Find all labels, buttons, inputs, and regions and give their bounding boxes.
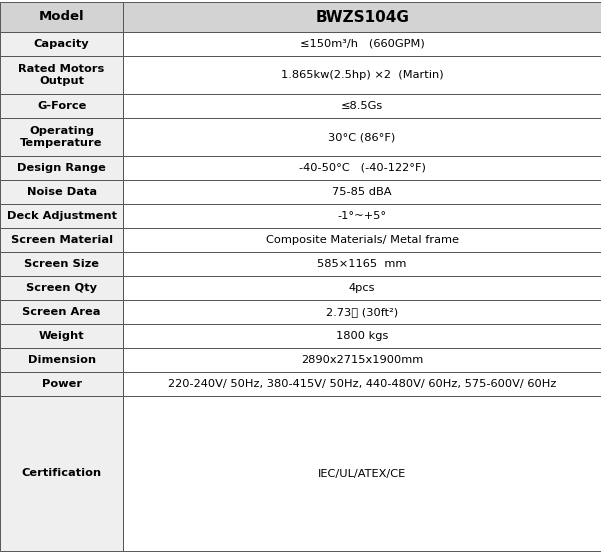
Bar	[0, 204, 123, 228]
Bar	[123, 228, 601, 252]
Bar	[123, 56, 601, 94]
Text: 4pcs: 4pcs	[349, 283, 376, 293]
Text: IEC/UL/ATEX/CE: IEC/UL/ATEX/CE	[318, 468, 406, 478]
Text: 2890x2715x1900mm: 2890x2715x1900mm	[301, 355, 423, 365]
Bar	[123, 32, 601, 56]
Text: Model: Model	[39, 11, 84, 23]
Text: 30°C (86°F): 30°C (86°F)	[329, 132, 395, 142]
Bar	[0, 156, 123, 180]
Bar	[123, 252, 601, 276]
Text: Deck Adjustment: Deck Adjustment	[7, 211, 117, 221]
Bar	[0, 2, 123, 32]
Text: -40-50°C   (-40-122°F): -40-50°C (-40-122°F)	[299, 163, 426, 173]
Text: BWZS104G: BWZS104G	[315, 9, 409, 24]
Bar	[0, 396, 123, 551]
Text: Rated Motors
Output: Rated Motors Output	[19, 64, 105, 86]
Bar	[0, 372, 123, 396]
Bar	[123, 300, 601, 324]
Text: Composite Materials/ Metal frame: Composite Materials/ Metal frame	[266, 235, 459, 245]
Bar	[123, 2, 601, 32]
Text: G-Force: G-Force	[37, 101, 87, 111]
Bar	[123, 94, 601, 118]
Bar	[123, 156, 601, 180]
Text: Screen Material: Screen Material	[11, 235, 112, 245]
Text: Certification: Certification	[22, 468, 102, 478]
Bar	[0, 118, 123, 156]
Bar	[0, 32, 123, 56]
Bar	[123, 276, 601, 300]
Bar	[0, 94, 123, 118]
Bar	[0, 348, 123, 372]
Bar	[123, 118, 601, 156]
Text: Screen Size: Screen Size	[24, 259, 99, 269]
Bar	[123, 396, 601, 551]
Text: ≤8.5Gs: ≤8.5Gs	[341, 101, 383, 111]
Text: 220-240V/ 50Hz, 380-415V/ 50Hz, 440-480V/ 60Hz, 575-600V/ 60Hz: 220-240V/ 50Hz, 380-415V/ 50Hz, 440-480V…	[168, 379, 557, 389]
Text: Power: Power	[41, 379, 82, 389]
Text: 1800 kgs: 1800 kgs	[336, 331, 388, 341]
Bar	[123, 372, 601, 396]
Bar	[123, 324, 601, 348]
Text: Noise Data: Noise Data	[26, 187, 97, 197]
Text: Screen Area: Screen Area	[22, 307, 101, 317]
Text: Capacity: Capacity	[34, 39, 90, 49]
Text: Design Range: Design Range	[17, 163, 106, 173]
Bar	[0, 180, 123, 204]
Bar	[0, 300, 123, 324]
Text: -1°~+5°: -1°~+5°	[338, 211, 386, 221]
Text: Screen Qty: Screen Qty	[26, 283, 97, 293]
Text: Weight: Weight	[39, 331, 84, 341]
Bar	[0, 324, 123, 348]
Bar	[123, 348, 601, 372]
Text: 585×1165  mm: 585×1165 mm	[317, 259, 407, 269]
Bar	[0, 252, 123, 276]
Text: Dimension: Dimension	[28, 355, 96, 365]
Text: ≤150m³/h   (660GPM): ≤150m³/h (660GPM)	[300, 39, 424, 49]
Bar	[0, 276, 123, 300]
Bar	[0, 228, 123, 252]
Bar	[123, 180, 601, 204]
Bar	[123, 204, 601, 228]
Text: Operating
Temperature: Operating Temperature	[20, 126, 103, 148]
Text: 2.73㎡ (30ft²): 2.73㎡ (30ft²)	[326, 307, 398, 317]
Text: 1.865kw(2.5hp) ×2  (Martin): 1.865kw(2.5hp) ×2 (Martin)	[281, 70, 444, 80]
Bar	[0, 56, 123, 94]
Text: 75-85 dBA: 75-85 dBA	[332, 187, 392, 197]
